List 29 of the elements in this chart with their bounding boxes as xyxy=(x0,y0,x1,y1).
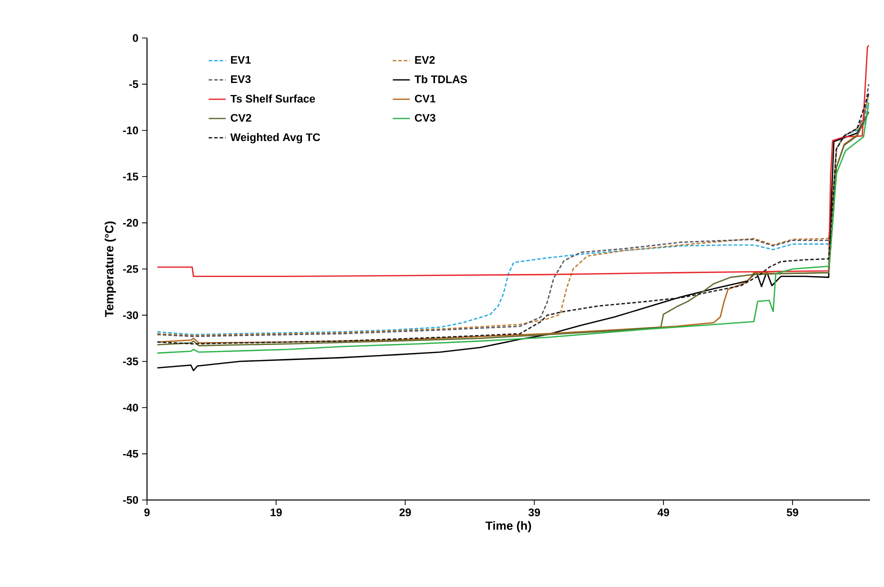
x-tick-label: 49 xyxy=(658,508,670,516)
x-tick-label: 19 xyxy=(270,508,282,516)
legend-label: CV3 xyxy=(414,114,436,122)
y-tick-label: -35 xyxy=(123,358,138,366)
y-tick-label: -15 xyxy=(123,172,138,180)
x-axis-title: Time (h) xyxy=(486,521,532,532)
y-tick-label: -40 xyxy=(123,404,138,412)
legend-label: Ts Shelf Surface xyxy=(230,94,315,103)
y-tick-label: -45 xyxy=(123,450,138,458)
legend-label: Weighted Avg TC xyxy=(230,133,320,144)
x-tick-label: 59 xyxy=(786,508,798,516)
legend-label: EV2 xyxy=(415,56,435,64)
line-series xyxy=(156,44,870,278)
y-tick-label: -20 xyxy=(123,218,138,227)
legend-label: CV1 xyxy=(414,94,436,102)
y-tick-label: 0 xyxy=(132,34,138,42)
legend-label: EV1 xyxy=(231,56,251,64)
legend-label: Tb TDLAS xyxy=(414,75,467,84)
x-tick-label: 9 xyxy=(144,508,150,516)
y-tick-label: -50 xyxy=(123,496,138,504)
y-tick-label: -25 xyxy=(123,265,138,273)
y-axis-title: Temperature (°C) xyxy=(104,221,116,317)
x-tick-label: 29 xyxy=(399,508,411,516)
y-tick-label: -10 xyxy=(123,126,138,134)
legend-label: EV3 xyxy=(231,75,251,84)
x-tick-label: 39 xyxy=(528,508,540,516)
legend-label: CV2 xyxy=(230,114,252,122)
y-tick-label: -30 xyxy=(123,311,138,320)
y-tick-label: -5 xyxy=(129,80,138,88)
